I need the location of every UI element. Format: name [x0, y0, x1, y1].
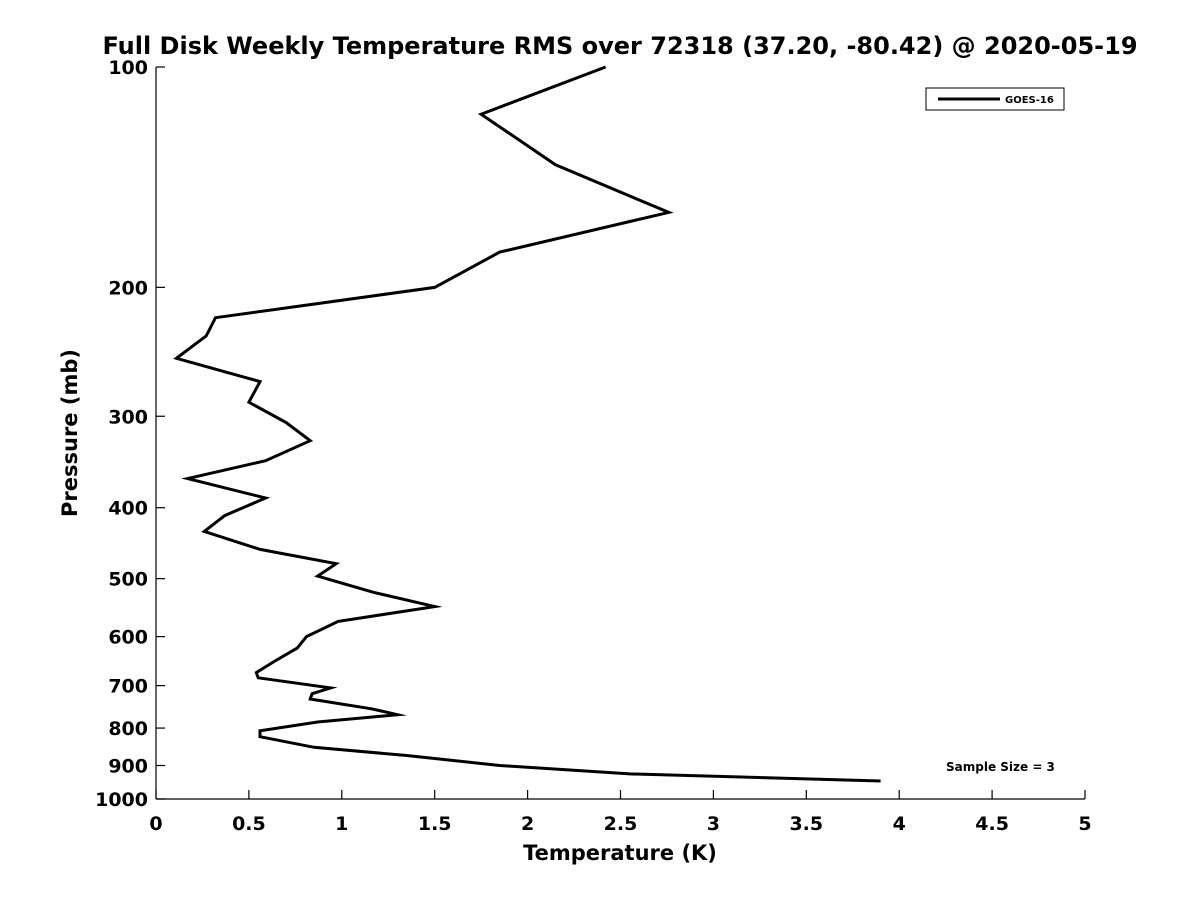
x-tick-label: 0 [149, 813, 162, 835]
x-axis-label: Temperature (K) [523, 841, 717, 865]
series-layer [173, 65, 881, 783]
x-tick-label: 2.5 [604, 813, 638, 835]
x-ticks: 0 0.5 1 1.5 2 2.5 3 3.5 4 4.5 5 [149, 790, 1092, 835]
y-tick-label: 1000 [95, 789, 148, 811]
x-tick-label: 3.5 [789, 813, 823, 835]
sample-size-annotation: Sample Size = 3 [946, 760, 1055, 774]
plot-area: 0 0.5 1 1.5 2 2.5 3 3.5 4 4.5 5 100 200 300 400 500 600… [95, 57, 1092, 835]
y-axis-label: Pressure (mb) [58, 349, 82, 517]
x-tick-label: 1 [335, 813, 348, 835]
y-tick-label: 200 [108, 277, 148, 299]
y-tick-label: 900 [108, 756, 148, 778]
y-tick-label: 800 [108, 718, 148, 740]
x-tick-label: 1.5 [418, 813, 452, 835]
chart-title: Full Disk Weekly Temperature RMS over 72… [102, 32, 1137, 60]
y-tick-label: 100 [108, 57, 148, 79]
y-tick-label: 600 [108, 627, 148, 649]
x-tick-label: 3 [707, 813, 720, 835]
legend: GOES-16 [925, 87, 1065, 111]
y-tick-label: 300 [108, 406, 148, 428]
y-tick-label: 400 [108, 498, 148, 520]
y-tick-label: 500 [108, 569, 148, 591]
x-tick-label: 4 [893, 813, 906, 835]
series-line-goes-16 [173, 65, 881, 783]
x-tick-label: 0.5 [232, 813, 266, 835]
y-tick-label: 700 [108, 676, 148, 698]
y-ticks: 100 200 300 400 500 600 700 800 900 1000 [95, 57, 165, 811]
x-tick-label: 5 [1078, 813, 1091, 835]
x-tick-label: 4.5 [975, 813, 1009, 835]
x-tick-label: 2 [521, 813, 534, 835]
legend-label-goes-16: GOES-16 [1005, 95, 1054, 106]
